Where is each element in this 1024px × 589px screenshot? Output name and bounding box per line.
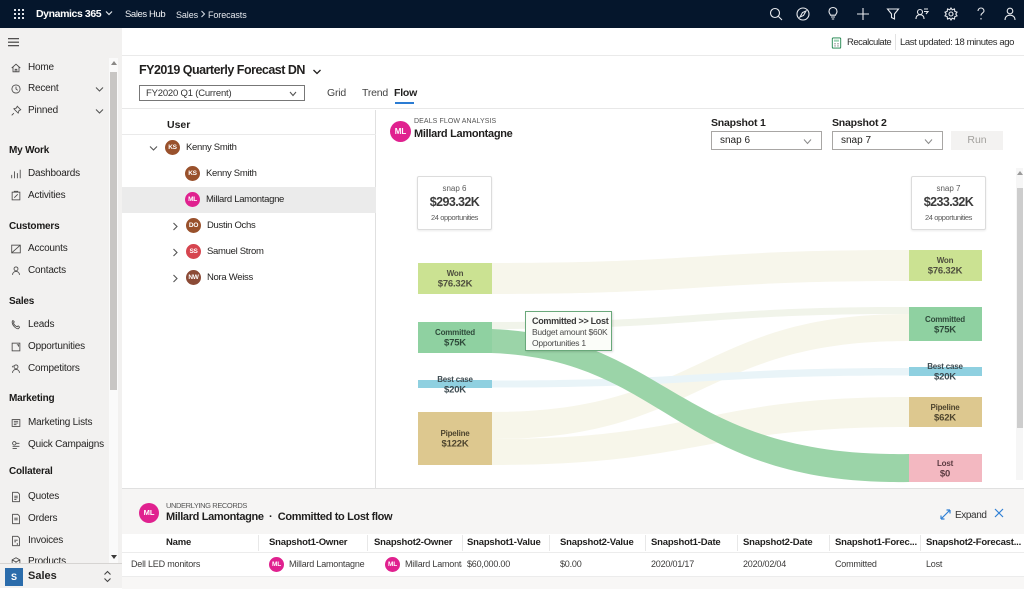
svg-text:Pipeline: Pipeline: [930, 403, 960, 412]
svg-text:$75K: $75K: [934, 325, 956, 336]
svg-text:Pipeline: Pipeline: [440, 429, 470, 438]
svg-text:Lost: Lost: [937, 459, 954, 468]
svg-text:$75K: $75K: [444, 338, 466, 349]
svg-text:$122K: $122K: [442, 439, 469, 450]
svg-text:Won: Won: [447, 269, 464, 278]
svg-text:$20K: $20K: [444, 385, 466, 396]
svg-text:Committed: Committed: [925, 315, 965, 324]
svg-text:Won: Won: [937, 256, 954, 265]
svg-text:$20K: $20K: [934, 372, 956, 383]
svg-text:$76.32K: $76.32K: [438, 279, 473, 290]
svg-text:$76.32K: $76.32K: [928, 266, 963, 277]
svg-text:$0: $0: [940, 469, 950, 480]
svg-text:$62K: $62K: [934, 413, 956, 424]
svg-text:Best case: Best case: [437, 375, 473, 384]
svg-text:Best case: Best case: [927, 362, 963, 371]
svg-text:Committed: Committed: [435, 328, 475, 337]
